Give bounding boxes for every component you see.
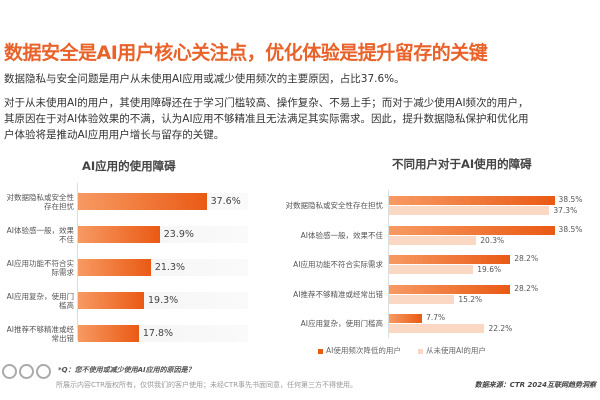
chart1-axis (77, 183, 78, 340)
value-label: 37.6% (210, 196, 241, 207)
chart2-title: 不同用户对于AI使用的障碍 (392, 157, 532, 171)
bar-reduced-users (389, 255, 511, 264)
category-label: AI应用复杂，使用门槛高 (6, 292, 74, 310)
detail-line-2: 其原因在于对AI体验效果的不满，认为AI应用不够精准且无法满足其实际需求。因此，… (4, 113, 529, 125)
copyright-notice: 所展示内容CTR版权所有，仅供我们的客户使用；未经CTR事先书面同意，任何第三方… (56, 381, 358, 389)
detail-line-1: 对于从未使用AI的用户，其使用障碍还在于学习门槛较高、操作复杂、不易上手；而对于… (4, 97, 529, 109)
category-label: 对数据隐私或安全性存在担忧 (6, 193, 75, 211)
value-label: 38.5% (558, 195, 583, 204)
bar-never-users (389, 236, 477, 245)
bar-never-users (389, 206, 550, 215)
category-label: AI推荐不够精准或经常出错 (293, 290, 383, 299)
summary-paragraph: 数据隐私与安全问题是用户从未使用AI应用或减少使用频次的主要原因，占比37.6%… (4, 73, 405, 85)
legend-label: 从未使用AI的用户 (426, 346, 486, 355)
bar (78, 193, 207, 210)
value-label: 15.2% (458, 295, 483, 304)
bar-never-users (389, 324, 485, 333)
value-label: 28.2% (514, 254, 539, 263)
category-label: AI应用功能不符合实际需求 (6, 259, 74, 277)
certification-badge-icon (2, 364, 17, 379)
value-label: 21.3% (154, 262, 186, 273)
value-label: 37.3% (553, 206, 578, 215)
value-label: 38.5% (558, 225, 583, 234)
category-label: AI应用功能不符合实际需求 (293, 260, 383, 269)
bar-reduced-users (389, 226, 555, 235)
certification-badge-icon (36, 364, 51, 379)
bar (78, 226, 160, 243)
category-label: AI体验感一般，效果不佳 (6, 226, 74, 244)
bar (78, 292, 144, 309)
bar-reduced-users (389, 314, 423, 323)
value-label: 23.9% (163, 229, 194, 240)
bar-reduced-users (389, 285, 511, 294)
value-label: 22.2% (488, 324, 513, 333)
bar-never-users (389, 295, 455, 304)
legend-item-never-users: 从未使用AI的用户 (418, 345, 486, 356)
legend-label: AI使用频次降低的用户 (326, 346, 401, 355)
chart1-title: AI应用的使用障碍 (82, 159, 176, 173)
value-label: 17.8% (142, 328, 174, 339)
value-label: 19.6% (477, 265, 502, 274)
bar (78, 325, 139, 342)
value-label: 28.2% (514, 284, 539, 293)
survey-question: *Q：您不使用或减少使用AI应用的原因是？ (58, 366, 195, 374)
bar-reduced-users (389, 196, 555, 205)
value-label: 19.3% (148, 295, 179, 306)
detail-line-3: 户体验将是推动AI应用用户增长与留存的关键。 (4, 129, 225, 141)
chart2-axis (388, 190, 389, 338)
legend-swatch (418, 348, 423, 354)
category-label: AI应用复杂，使用门槛高 (300, 319, 383, 328)
bar (78, 259, 151, 276)
value-label: 7.7% (426, 313, 446, 322)
page-title: 数据安全是AI用户核心关注点，优化体验是提升留存的关键 (4, 42, 488, 64)
legend-swatch (318, 348, 323, 354)
certification-badge-icon (19, 364, 34, 379)
bar-never-users (389, 265, 474, 274)
value-label: 20.3% (480, 236, 505, 245)
category-label: AI体验感一般，效果不佳 (300, 231, 383, 240)
data-source: 数据来源：CTR 2024互联网趋势洞察 (474, 381, 596, 389)
legend-item-reduced-users: AI使用频次降低的用户 (318, 345, 401, 356)
category-label: 对数据隐私或安全性存在担忧 (285, 201, 384, 210)
category-label: AI推荐不够精准或经常出错 (6, 325, 74, 343)
